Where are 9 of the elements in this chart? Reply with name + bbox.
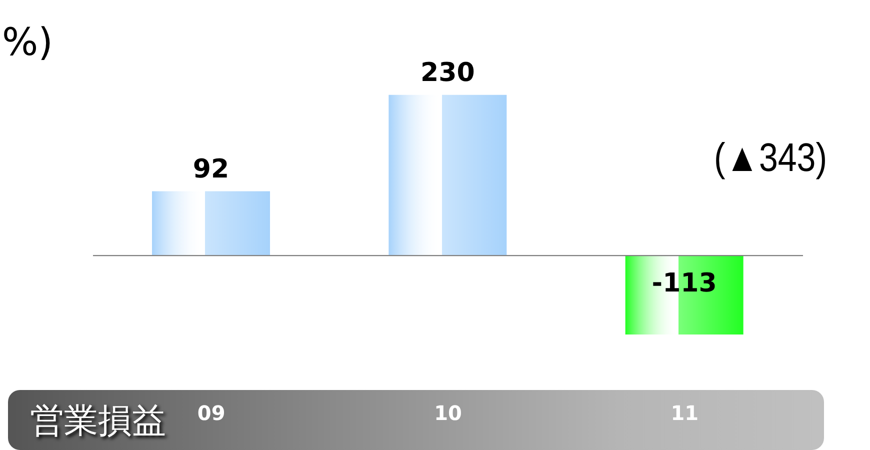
text: %) xyxy=(2,20,53,64)
data-label: 92 xyxy=(192,154,230,184)
x-tick-label: 10 xyxy=(434,401,462,425)
x-tick-label: 09 xyxy=(197,401,226,425)
annotation: (▲343) xyxy=(714,136,828,181)
data-label: -113 xyxy=(652,268,717,299)
x-tick-label: 11 xyxy=(670,401,699,425)
text: 営業損益 xyxy=(30,400,166,443)
data-label: 230 xyxy=(420,58,475,88)
